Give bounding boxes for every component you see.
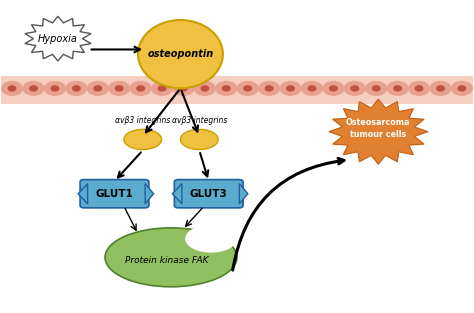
Circle shape [237,82,258,95]
Circle shape [158,86,166,91]
Ellipse shape [181,129,218,150]
Circle shape [180,86,187,91]
Circle shape [137,86,145,91]
Circle shape [109,82,129,95]
Circle shape [394,86,401,91]
Circle shape [216,82,237,95]
Circle shape [152,82,173,95]
FancyBboxPatch shape [80,180,149,208]
Circle shape [452,82,472,95]
Circle shape [23,82,44,95]
Circle shape [437,86,444,91]
Ellipse shape [138,20,223,88]
Circle shape [345,82,365,95]
Circle shape [259,82,280,95]
Polygon shape [145,184,154,204]
Circle shape [194,82,215,95]
Circle shape [94,86,101,91]
Circle shape [280,82,301,95]
FancyBboxPatch shape [174,180,243,208]
Polygon shape [329,99,428,164]
Text: Hypoxia: Hypoxia [38,33,78,44]
Polygon shape [78,184,88,204]
Text: Protein kinase FAK: Protein kinase FAK [125,256,208,265]
Circle shape [301,82,322,95]
Circle shape [30,86,37,91]
Circle shape [9,86,16,91]
Circle shape [351,86,358,91]
Circle shape [430,82,451,95]
Circle shape [87,82,108,95]
Ellipse shape [105,228,237,287]
Circle shape [51,86,59,91]
Circle shape [458,86,465,91]
FancyBboxPatch shape [1,76,473,104]
Ellipse shape [124,129,162,150]
Circle shape [45,82,65,95]
Polygon shape [239,184,248,204]
Polygon shape [173,184,182,204]
Circle shape [116,86,123,91]
Circle shape [173,82,194,95]
Circle shape [373,86,380,91]
Circle shape [329,86,337,91]
Circle shape [73,86,80,91]
Circle shape [244,86,252,91]
Circle shape [287,86,294,91]
Circle shape [222,86,230,91]
Polygon shape [25,16,91,61]
Circle shape [387,82,408,95]
Text: αvβ3 integrins: αvβ3 integrins [172,116,227,126]
Circle shape [366,82,387,95]
Circle shape [308,86,316,91]
Circle shape [323,82,344,95]
Text: GLUT3: GLUT3 [190,189,228,199]
Ellipse shape [185,225,237,253]
Text: αvβ3 integrins: αvβ3 integrins [115,116,171,126]
Circle shape [415,86,423,91]
Circle shape [66,82,87,95]
Circle shape [201,86,209,91]
Text: GLUT1: GLUT1 [96,189,133,199]
Text: osteopontin: osteopontin [147,49,214,59]
Text: Osteosarcoma
tumour cells: Osteosarcoma tumour cells [346,118,410,139]
Circle shape [2,82,22,95]
Circle shape [130,82,151,95]
Circle shape [409,82,429,95]
Circle shape [265,86,273,91]
